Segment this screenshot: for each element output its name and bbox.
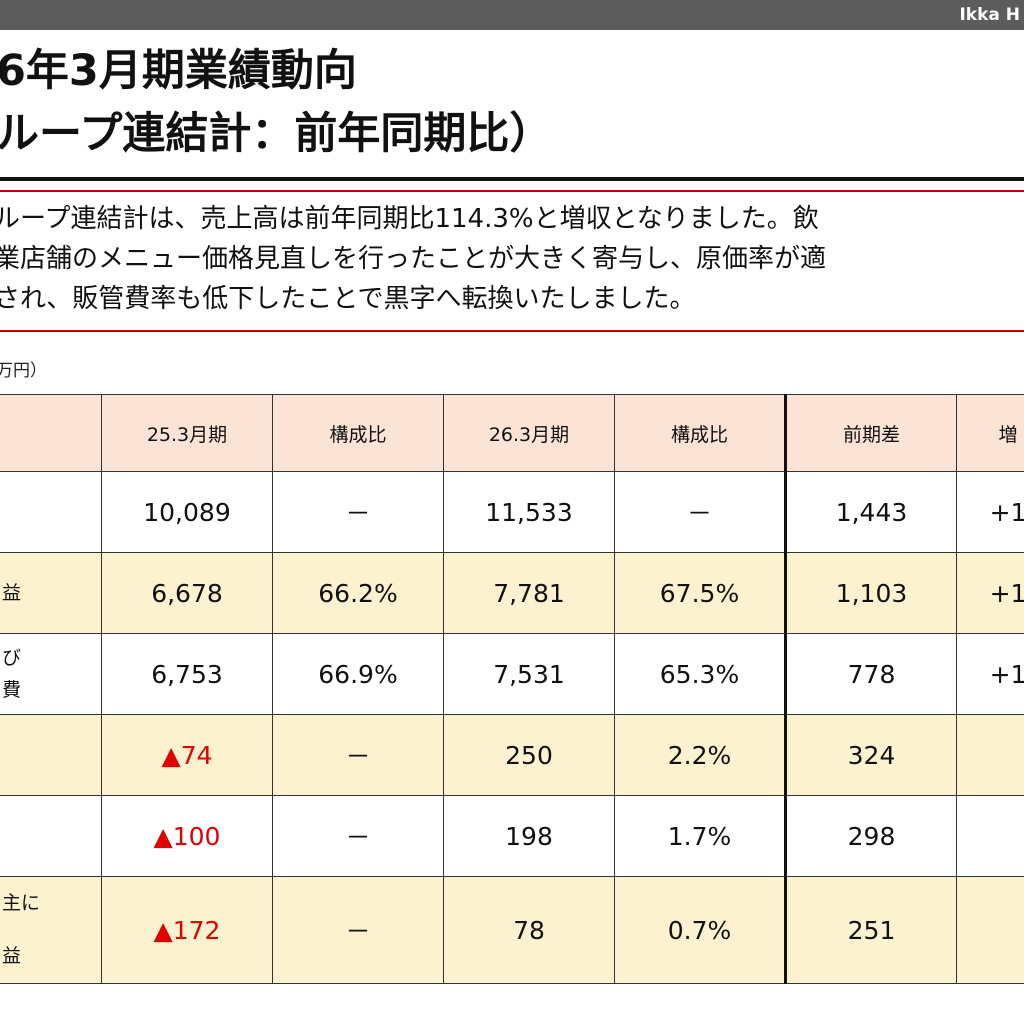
title-divider — [0, 177, 1024, 181]
cell-fy26: 11,533 — [443, 471, 615, 553]
cell-yoy-rate: +1 — [956, 633, 1024, 715]
header-yoy-rate: 増 — [956, 394, 1024, 472]
header-yoy-diff: 前期差 — [785, 394, 957, 472]
cell-ratio-fy25: － — [272, 714, 444, 796]
cell-fy25: ▲74 — [101, 714, 273, 796]
page-title-line-1: 6年3月期業績動向 — [0, 46, 357, 96]
cell-yoy-rate — [956, 714, 1024, 796]
cell-yoy-rate — [956, 795, 1024, 877]
table-row: び費 6,753 66.9% 7,531 65.3% 778 +1 — [0, 633, 1024, 715]
cell-yoy-diff: 1,103 — [785, 552, 957, 634]
row-label: び費 — [0, 633, 102, 715]
cell-fy26: 78 — [443, 875, 615, 985]
cell-fy26: 7,781 — [443, 552, 615, 634]
header-fy26: 26.3月期 — [443, 394, 615, 472]
page-title-line-2: ループ連結計：前年同期比） — [0, 109, 553, 159]
cell-fy25: ▲100 — [101, 795, 273, 877]
summary-box: ループ連結計は、売上高は前年同期比114.3%と増収となりました。飲 業店舗のメ… — [0, 190, 1024, 332]
row-label — [0, 795, 102, 877]
cell-yoy-diff: 1,443 — [785, 471, 957, 553]
top-bar: Ikka H — [0, 0, 1024, 30]
row-label — [0, 714, 102, 796]
header-ratio-fy25: 構成比 — [272, 394, 444, 472]
cell-ratio-fy25: 66.9% — [272, 633, 444, 715]
table-row: ▲100 － 198 1.7% 298 — [0, 795, 1024, 877]
table-header-row: 25.3月期 構成比 26.3月期 構成比 前期差 増 — [0, 394, 1024, 472]
cell-ratio-fy26: 2.2% — [614, 714, 787, 796]
cell-fy25: 6,678 — [101, 552, 273, 634]
cell-yoy-rate: +1 — [956, 552, 1024, 634]
header-ratio-fy26: 構成比 — [614, 394, 787, 472]
cell-ratio-fy26: 67.5% — [614, 552, 787, 634]
table-row: 10,089 － 11,533 － 1,443 +1 — [0, 471, 1024, 553]
cell-ratio-fy26: 1.7% — [614, 795, 787, 877]
row-label: 主に益 — [0, 875, 102, 985]
summary-line-1: ループ連結計は、売上高は前年同期比114.3%と増収となりました。飲 — [0, 204, 819, 234]
cell-ratio-fy25: － — [272, 471, 444, 553]
cell-yoy-diff: 778 — [785, 633, 957, 715]
cell-fy26: 250 — [443, 714, 615, 796]
cell-ratio-fy25: 66.2% — [272, 552, 444, 634]
table-row: ▲74 － 250 2.2% 324 — [0, 714, 1024, 796]
cell-fy25: 6,753 — [101, 633, 273, 715]
cell-fy26: 198 — [443, 795, 615, 877]
cell-ratio-fy26: 0.7% — [614, 875, 787, 985]
unit-label: 万円） — [0, 361, 47, 381]
cell-ratio-fy25: － — [272, 875, 444, 985]
row-label: 益 — [0, 552, 102, 634]
cell-fy25: 10,089 — [101, 471, 273, 553]
cell-yoy-diff: 251 — [785, 875, 957, 985]
table-row: 益 6,678 66.2% 7,781 67.5% 1,103 +1 — [0, 552, 1024, 634]
cell-yoy-diff: 298 — [785, 795, 957, 877]
company-brand: Ikka H — [959, 5, 1020, 25]
header-item — [0, 394, 102, 472]
cell-fy26: 7,531 — [443, 633, 615, 715]
cell-ratio-fy25: － — [272, 795, 444, 877]
table-row: 主に益 ▲172 － 78 0.7% 251 — [0, 875, 1024, 985]
cell-yoy-rate: +1 — [956, 471, 1024, 553]
row-label — [0, 471, 102, 553]
cell-ratio-fy26: 65.3% — [614, 633, 787, 715]
header-fy25: 25.3月期 — [101, 394, 273, 472]
cell-ratio-fy26: － — [614, 471, 787, 553]
financial-results-table: 25.3月期 構成比 26.3月期 構成比 前期差 増 10,089 － 11,… — [0, 394, 1024, 985]
cell-yoy-diff: 324 — [785, 714, 957, 796]
summary-line-2: 業店舗のメニュー価格見直しを行ったことが大きく寄与し、原価率が適 — [0, 244, 827, 274]
cell-fy25: ▲172 — [101, 875, 273, 985]
summary-line-3: され、販管費率も低下したことで黒字へ転換いたしました。 — [0, 284, 696, 314]
cell-yoy-rate — [956, 875, 1024, 985]
